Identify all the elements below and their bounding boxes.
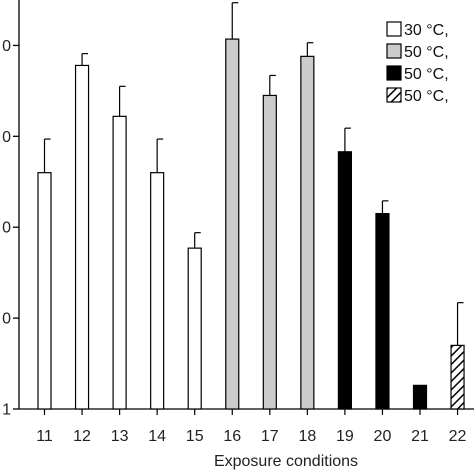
axes [18,0,474,410]
bar-19 [337,151,352,410]
x-tick-label-20: 20 [374,428,392,445]
y-tick-labels: 1 0 0 0 0 [2,38,19,419]
y-tick-label: 1 [2,402,11,419]
y-tick-label: 0 [2,220,11,237]
bar-11 [37,172,52,410]
bar-14 [150,172,165,410]
legend-label: 30 °C, [404,22,449,39]
bar-12 [74,64,90,410]
x-tick-label-16: 16 [223,428,241,445]
x-tick-label-14: 14 [148,428,166,445]
bar-22 [450,344,465,410]
x-tick-label-15: 15 [186,428,204,445]
y-tick-label: 0 [2,129,11,146]
x-tick-label-18: 18 [298,428,316,445]
bar-13 [112,115,127,410]
legend-label: 50 °C, [404,88,449,105]
bar-20 [375,212,390,410]
x-tick-label-19: 19 [336,428,354,445]
legend-label: 50 °C, [404,66,449,83]
bar-16 [225,38,240,410]
legend-swatch-white [386,21,402,37]
x-tick-labels: 11 12 13 14 15 16 17 18 19 20 21 22 [36,409,467,445]
legend: 30 °C, 50 °C, 50 °C, 50 °C, [386,21,449,105]
bar-18 [300,55,315,410]
bar-21 [412,384,428,410]
error-bars [43,2,464,346]
x-tick-label-22: 22 [449,428,467,445]
x-axis-title: Exposure conditions [214,453,358,470]
x-tick-label-11: 11 [36,428,53,445]
bar-15 [187,247,202,410]
x-tick-label-17: 17 [261,428,279,445]
x-tick-label-13: 13 [111,428,129,445]
legend-swatch-black [386,65,402,81]
x-tick-label-12: 12 [73,428,91,445]
legend-swatch-gray [386,43,402,59]
y-tick-label: 0 [2,311,11,328]
legend-swatch-hatched [386,87,402,103]
y-tick-label: 0 [2,38,11,55]
legend-label: 50 °C, [404,44,449,61]
bar-17 [262,94,277,410]
x-tick-label-21: 21 [411,428,429,445]
